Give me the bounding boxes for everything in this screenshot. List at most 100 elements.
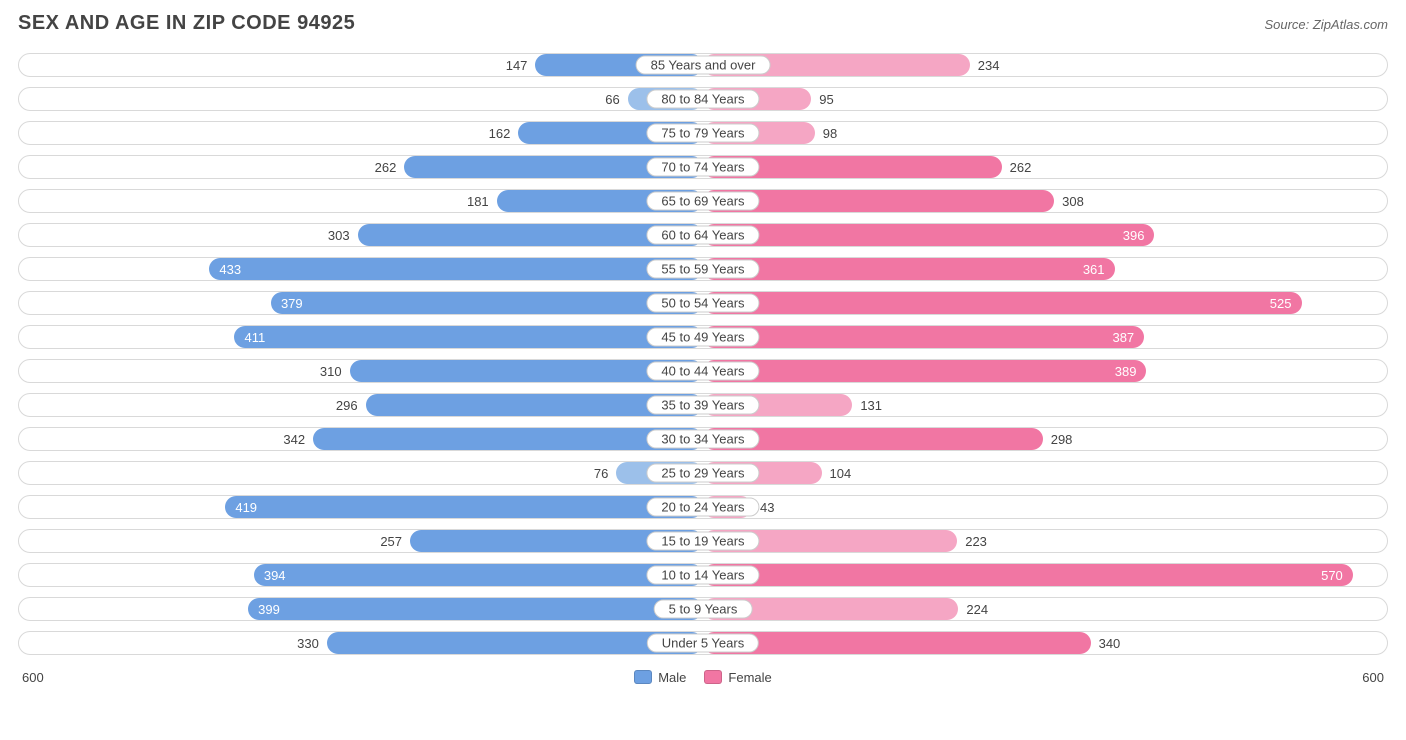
male-value-label: 76 [586,466,616,481]
male-bar: 394 [254,564,703,586]
category-label: 50 to 54 Years [646,294,759,313]
axis-max-right: 600 [1362,670,1384,685]
pyramid-row: 262 262 70 to 74 Years [18,155,1388,179]
male-value-label: 330 [289,636,327,651]
female-half: 389 [703,360,1387,382]
category-label: 15 to 19 Years [646,532,759,551]
pyramid-row: 43336155 to 59 Years [18,257,1388,281]
female-half: 104 [703,462,1387,484]
male-half: 262 [19,156,703,178]
male-bar: 411 [234,326,703,348]
female-half: 298 [703,428,1387,450]
female-bar [703,632,1091,654]
male-half: 379 [19,292,703,314]
pyramid-row: 181 308 65 to 69 Years [18,189,1388,213]
male-value-label: 310 [312,364,350,379]
male-half: 76 [19,462,703,484]
category-label: 75 to 79 Years [646,124,759,143]
pyramid-row: 147 234 85 Years and over [18,53,1388,77]
male-value-label: 257 [372,534,410,549]
male-value-label: 419 [235,500,257,515]
male-value-label: 162 [481,126,519,141]
male-bar [313,428,703,450]
male-value-label: 262 [367,160,405,175]
male-half: 330 [19,632,703,654]
category-label: 35 to 39 Years [646,396,759,415]
category-label: 45 to 49 Years [646,328,759,347]
female-value-label: 389 [1115,364,1137,379]
male-value-label: 147 [498,58,536,73]
legend-female-swatch [704,670,722,684]
male-value-label: 342 [275,432,313,447]
pyramid-row: 330340Under 5 Years [18,631,1388,655]
female-value-label: 262 [1002,160,1040,175]
female-value-label: 298 [1043,432,1081,447]
male-half: 310 [19,360,703,382]
category-label: 10 to 14 Years [646,566,759,585]
female-half: 340 [703,632,1387,654]
female-half: 43 [703,496,1387,518]
female-value-label: 131 [852,398,890,413]
female-half: 234 [703,54,1387,76]
chart-header: SEX AND AGE IN ZIP CODE 94925 Source: Zi… [18,12,1388,35]
male-half: 66 [19,88,703,110]
female-half: 361 [703,258,1387,280]
male-bar: 399 [248,598,703,620]
pyramid-row: 296 131 35 to 39 Years [18,393,1388,417]
male-bar: 433 [209,258,703,280]
legend-male-label: Male [658,670,686,685]
pyramid-row: 3992245 to 9 Years [18,597,1388,621]
category-label: 30 to 34 Years [646,430,759,449]
category-label: 25 to 29 Years [646,464,759,483]
legend-male-swatch [634,670,652,684]
female-value-label: 396 [1123,228,1145,243]
pyramid-row: 257 223 15 to 19 Years [18,529,1388,553]
male-half: 162 [19,122,703,144]
male-value-label: 394 [264,568,286,583]
axis-max-left: 600 [22,670,44,685]
pyramid-row: 394 570 10 to 14 Years [18,563,1388,587]
female-value-label: 95 [811,92,841,107]
male-value-label: 399 [258,602,280,617]
female-bar: 389 [703,360,1146,382]
male-half: 181 [19,190,703,212]
male-half: 296 [19,394,703,416]
male-half: 147 [19,54,703,76]
female-bar: 361 [703,258,1115,280]
pyramid-row: 411 387 45 to 49 Years [18,325,1388,349]
pyramid-row: 342 298 30 to 34 Years [18,427,1388,451]
chart-source: Source: ZipAtlas.com [1264,17,1388,32]
category-label: 40 to 44 Years [646,362,759,381]
female-half: 308 [703,190,1387,212]
male-value-label: 411 [244,330,265,345]
female-half: 570 [703,564,1387,586]
female-half: 131 [703,394,1387,416]
male-value-label: 433 [219,262,241,277]
female-value-label: 340 [1091,636,1129,651]
legend-female-label: Female [728,670,771,685]
female-half: 224 [703,598,1387,620]
female-value-label: 234 [970,58,1008,73]
category-label: 85 Years and over [636,56,771,75]
male-value-label: 379 [281,296,303,311]
male-value-label: 296 [328,398,366,413]
female-half: 396 [703,224,1387,246]
chart-footer: 600 Male Female 600 [18,665,1388,689]
male-value-label: 66 [597,92,627,107]
category-label: 70 to 74 Years [646,158,759,177]
male-half: 419 [19,496,703,518]
female-value-label: 570 [1321,568,1343,583]
female-value-label: 308 [1054,194,1092,209]
male-half: 394 [19,564,703,586]
male-half: 433 [19,258,703,280]
category-label: 60 to 64 Years [646,226,759,245]
female-value-label: 98 [815,126,845,141]
female-half: 95 [703,88,1387,110]
male-value-label: 303 [320,228,358,243]
category-label: 65 to 69 Years [646,192,759,211]
female-value-label: 223 [957,534,995,549]
female-value-label: 361 [1083,262,1105,277]
male-half: 303 [19,224,703,246]
female-value-label: 387 [1112,330,1134,345]
female-half: 223 [703,530,1387,552]
